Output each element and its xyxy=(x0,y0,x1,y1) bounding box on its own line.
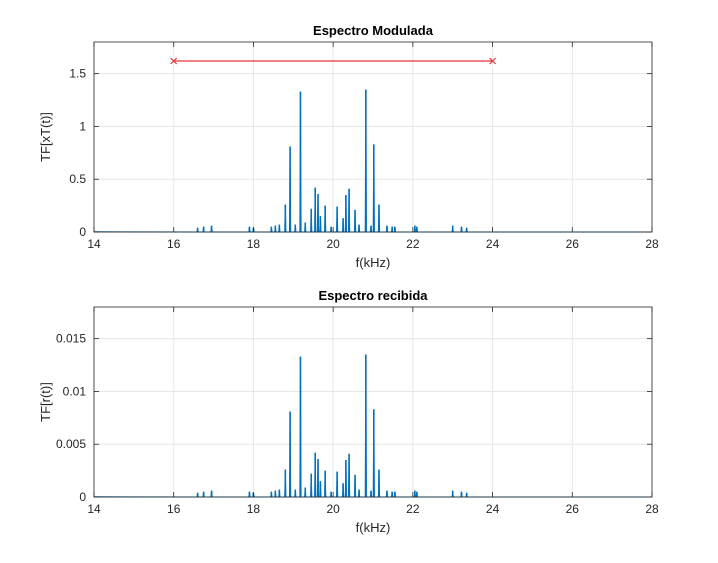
x-tick-label: 14 xyxy=(87,237,101,251)
x-tick-label: 16 xyxy=(167,502,181,516)
chart-title: Espectro Modulada xyxy=(313,23,434,38)
y-tick-label: 0.01 xyxy=(63,384,87,398)
y-axis-label: TF[xT(t)] xyxy=(38,112,53,162)
x-tick-label: 28 xyxy=(645,237,659,251)
x-tick-label: 22 xyxy=(406,502,420,516)
y-tick-label: 0.5 xyxy=(69,172,86,186)
axes-box xyxy=(93,306,653,498)
x-marker xyxy=(489,57,496,65)
x-tick-label: 20 xyxy=(326,502,340,516)
y-axis-label: TF[r(t)] xyxy=(38,382,53,422)
x-tick-label: 26 xyxy=(566,502,580,516)
x-tick-label: 22 xyxy=(406,237,420,251)
y-tick-label: 0.015 xyxy=(56,332,86,346)
x-axis-label: f(kHz) xyxy=(356,520,391,535)
x-tick-label: 28 xyxy=(645,502,659,516)
y-tick-label: 0 xyxy=(79,490,86,504)
x-marker-stroke xyxy=(170,57,178,65)
x-tick-label: 24 xyxy=(486,237,500,251)
x-marker-stroke xyxy=(489,57,496,65)
chart-title: Espectro recibida xyxy=(318,288,428,303)
y-tick-label: 0.005 xyxy=(56,437,86,451)
x-tick-label: 20 xyxy=(326,237,340,251)
chart-2: 14 16 18 20 22 24 26 28 0 0.005 0.01 0.015 Espectro … xyxy=(38,288,659,535)
chart-1: 14 16 18 20 22 24 26 28 0 0.5 1 1.5 Espectro Modulad… xyxy=(38,23,659,270)
x-tick-label: 14 xyxy=(87,502,101,516)
x-tick-label: 24 xyxy=(486,502,500,516)
x-marker xyxy=(170,57,178,65)
axes-box xyxy=(93,41,653,233)
x-tick-label: 26 xyxy=(566,237,580,251)
y-tick-label: 1 xyxy=(79,119,86,133)
x-tick-label: 18 xyxy=(247,237,261,251)
y-tick-label: 1.5 xyxy=(69,67,86,81)
x-tick-label: 18 xyxy=(247,502,261,516)
x-axis-label: f(kHz) xyxy=(356,255,391,270)
x-tick-label: 16 xyxy=(167,237,181,251)
y-tick-label: 0 xyxy=(79,225,86,239)
